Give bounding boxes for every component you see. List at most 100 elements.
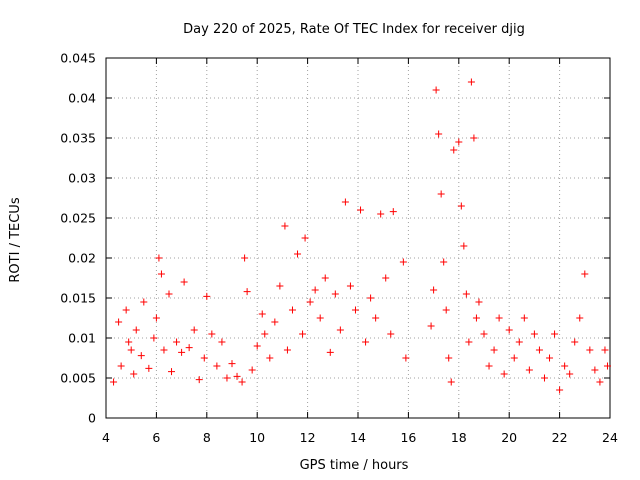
data-point-marker (155, 254, 163, 262)
data-point-marker (130, 370, 138, 378)
y-tick-label: 0.03 (68, 171, 96, 186)
data-point-marker (165, 290, 173, 298)
data-point-marker (276, 282, 284, 290)
data-point-marker (367, 294, 375, 302)
data-point-marker (566, 370, 574, 378)
y-tick-label: 0.04 (68, 91, 96, 106)
data-point-marker (248, 366, 256, 374)
data-point-marker (132, 326, 140, 334)
x-tick-label: 8 (203, 430, 211, 445)
x-tick-label: 24 (602, 430, 618, 445)
data-point-marker (571, 338, 579, 346)
x-tick-label: 12 (300, 430, 316, 445)
data-point-marker (185, 344, 193, 352)
data-point-marker (238, 378, 246, 386)
data-point-marker (218, 338, 226, 346)
data-point-marker (490, 346, 498, 354)
data-point-marker (173, 338, 181, 346)
data-point-marker (540, 374, 548, 382)
data-point-marker (160, 346, 168, 354)
data-point-marker (586, 346, 594, 354)
data-point-marker (213, 362, 221, 370)
data-point-marker (152, 314, 160, 322)
data-point-marker (430, 286, 438, 294)
data-point-marker (455, 138, 463, 146)
data-point-marker (460, 242, 468, 250)
y-tick-label: 0.015 (60, 291, 96, 306)
data-point-marker (510, 354, 518, 362)
y-tick-label: 0.045 (60, 51, 96, 66)
data-point-marker (535, 346, 543, 354)
data-point-marker (140, 298, 148, 306)
data-point-marker (427, 322, 435, 330)
data-point-marker (520, 314, 528, 322)
data-point-marker (311, 286, 319, 294)
x-tick-label: 4 (102, 430, 110, 445)
data-point-marker (561, 362, 569, 370)
x-tick-label: 20 (501, 430, 517, 445)
data-point-marker (117, 362, 125, 370)
data-point-marker (150, 334, 158, 342)
data-point-marker (341, 198, 349, 206)
data-point-marker (372, 314, 380, 322)
data-point-marker (283, 346, 291, 354)
data-point-marker (357, 206, 365, 214)
data-point-marker (601, 346, 609, 354)
data-point-marker (500, 370, 508, 378)
data-point-marker (294, 250, 302, 258)
data-point-marker (110, 378, 118, 386)
y-tick-label: 0.005 (60, 371, 96, 386)
data-point-marker (306, 298, 314, 306)
data-point-marker (362, 338, 370, 346)
data-point-marker (485, 362, 493, 370)
data-point-marker (389, 208, 397, 216)
gridlines (106, 58, 610, 418)
data-point-marker (228, 360, 236, 368)
data-point-marker (253, 342, 261, 350)
data-point-marker (168, 368, 176, 376)
data-point-marker (331, 290, 339, 298)
data-point-marker (596, 378, 604, 386)
data-point-marker (387, 330, 395, 338)
data-point-marker (462, 290, 470, 298)
data-point-marker (581, 270, 589, 278)
data-point-marker (180, 278, 188, 286)
data-point-marker (591, 366, 599, 374)
data-point-marker (377, 210, 385, 218)
data-point-marker (515, 338, 523, 346)
data-point-marker (233, 372, 241, 380)
x-tick-label: 18 (451, 430, 467, 445)
y-tick-label: 0.02 (68, 251, 96, 266)
y-tick-label: 0.025 (60, 211, 96, 226)
data-point-marker (208, 330, 216, 338)
data-point-marker (127, 346, 135, 354)
x-axis-label: GPS time / hours (300, 458, 409, 473)
data-point-marker (271, 318, 279, 326)
data-point-marker (200, 354, 208, 362)
y-tick-label: 0.01 (68, 331, 96, 346)
data-point-marker (261, 330, 269, 338)
data-point-marker (480, 330, 488, 338)
data-point-marker (326, 348, 334, 356)
data-point-marker (157, 270, 165, 278)
data-point-marker (467, 78, 475, 86)
data-point-marker (556, 386, 564, 394)
data-point-marker (145, 364, 153, 372)
data-point-marker (122, 306, 130, 314)
data-point-marker (266, 354, 274, 362)
data-point-marker (243, 288, 251, 296)
data-point-marker (525, 366, 533, 374)
data-point-marker (190, 326, 198, 334)
x-tick-label: 10 (249, 430, 265, 445)
data-point-marker (137, 352, 145, 360)
data-point-marker (437, 190, 445, 198)
x-tick-label: 22 (552, 430, 568, 445)
data-point-marker (288, 306, 296, 314)
data-point-marker (440, 258, 448, 266)
data-point-marker (475, 298, 483, 306)
data-point-marker (125, 338, 133, 346)
data-point-marker (576, 314, 584, 322)
data-point-marker (450, 146, 458, 154)
data-point-marker (399, 258, 407, 266)
data-point-marker (258, 310, 266, 318)
